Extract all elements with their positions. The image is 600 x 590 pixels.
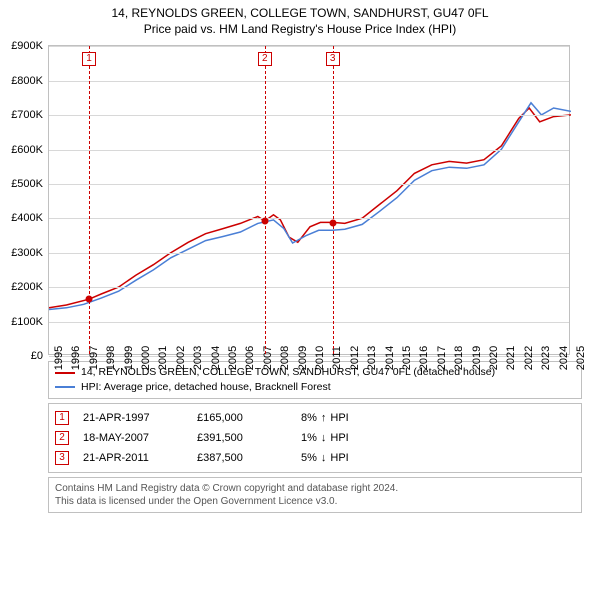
- marker-badge-2: 2: [258, 52, 272, 66]
- footer-line-2: This data is licensed under the Open Gov…: [55, 495, 575, 508]
- marker-badge-3: 3: [326, 52, 340, 66]
- y-tick-label: £100K: [11, 316, 43, 328]
- event-badge: 2: [55, 431, 69, 445]
- footer-box: Contains HM Land Registry data © Crown c…: [48, 477, 582, 513]
- y-tick-label: £0: [31, 350, 43, 362]
- event-date: 21-APR-2011: [83, 452, 183, 464]
- event-pct: 1%: [301, 432, 317, 444]
- event-badge: 3: [55, 451, 69, 465]
- event-row: 3 21-APR-2011 £387,500 5% ↓HPI: [55, 448, 575, 468]
- x-tick-label: 2006: [244, 346, 256, 370]
- y-gridline: [49, 322, 569, 323]
- x-tick-label: 2023: [540, 346, 552, 370]
- x-tick-label: 2010: [314, 346, 326, 370]
- arrow-down-icon: ↓: [321, 452, 327, 464]
- event-price: £391,500: [197, 432, 287, 444]
- event-price: £165,000: [197, 412, 287, 424]
- legend-row-2: HPI: Average price, detached house, Brac…: [55, 380, 575, 395]
- x-tick-label: 2014: [384, 346, 396, 370]
- event-note: HPI: [330, 452, 348, 464]
- y-tick-label: £500K: [11, 178, 43, 190]
- chart-wrap: £0£100K£200K£300K£400K£500K£600K£700K£80…: [48, 45, 600, 355]
- x-tick-label: 1995: [53, 346, 65, 370]
- series-line-hpi: [49, 103, 571, 310]
- y-tick-label: £200K: [11, 281, 43, 293]
- event-change: 1% ↓HPI: [301, 432, 349, 444]
- event-pct: 8%: [301, 412, 317, 424]
- y-gridline: [49, 218, 569, 219]
- y-tick-label: £400K: [11, 212, 43, 224]
- event-change: 5% ↓HPI: [301, 452, 349, 464]
- x-tick-label: 2002: [175, 346, 187, 370]
- x-tick-label: 2001: [157, 346, 169, 370]
- y-gridline: [49, 253, 569, 254]
- x-tick-label: 2024: [558, 346, 570, 370]
- x-tick-label: 2019: [471, 346, 483, 370]
- x-tick-label: 2017: [436, 346, 448, 370]
- arrow-up-icon: ↑: [321, 412, 327, 424]
- event-note: HPI: [330, 432, 348, 444]
- x-tick-label: 2020: [488, 346, 500, 370]
- x-tick-label: 2009: [297, 346, 309, 370]
- x-tick-label: 2018: [453, 346, 465, 370]
- x-tick-label: 2015: [401, 346, 413, 370]
- footer-line-1: Contains HM Land Registry data © Crown c…: [55, 482, 575, 495]
- arrow-down-icon: ↓: [321, 432, 327, 444]
- y-gridline: [49, 46, 569, 47]
- y-tick-label: £600K: [11, 144, 43, 156]
- x-tick-label: 2022: [523, 346, 535, 370]
- x-tick-label: 2008: [279, 346, 291, 370]
- x-tick-label: 1998: [105, 346, 117, 370]
- y-tick-label: £300K: [11, 247, 43, 259]
- chart-title-area: 14, REYNOLDS GREEN, COLLEGE TOWN, SANDHU…: [0, 0, 600, 37]
- x-tick-label: 2021: [505, 346, 517, 370]
- y-tick-label: £700K: [11, 109, 43, 121]
- marker-line-2: [265, 46, 266, 354]
- y-gridline: [49, 81, 569, 82]
- events-box: 121-APR-1997£165,0008%↑HPI218-MAY-2007£3…: [48, 403, 582, 473]
- event-date: 18-MAY-2007: [83, 432, 183, 444]
- x-tick-label: 2025: [575, 346, 587, 370]
- x-tick-label: 1996: [70, 346, 82, 370]
- marker-badge-1: 1: [82, 52, 96, 66]
- chart-title-line-2: Price paid vs. HM Land Registry's House …: [0, 22, 600, 38]
- y-gridline: [49, 115, 569, 116]
- x-tick-label: 2013: [366, 346, 378, 370]
- series-line-price_paid: [49, 108, 571, 308]
- x-tick-label: 2003: [192, 346, 204, 370]
- x-tick-label: 2000: [140, 346, 152, 370]
- event-note: HPI: [330, 412, 348, 424]
- y-gridline: [49, 287, 569, 288]
- plot-area: £0£100K£200K£300K£400K£500K£600K£700K£80…: [48, 45, 570, 355]
- x-tick-label: 1999: [123, 346, 135, 370]
- y-tick-label: £900K: [11, 40, 43, 52]
- x-tick-label: 2012: [349, 346, 361, 370]
- x-tick-label: 2007: [262, 346, 274, 370]
- chart-lines-svg: [49, 46, 571, 356]
- event-price: £387,500: [197, 452, 287, 464]
- event-date: 21-APR-1997: [83, 412, 183, 424]
- event-pct: 5%: [301, 452, 317, 464]
- marker-line-1: [89, 46, 90, 354]
- marker-dot-1: [86, 296, 93, 303]
- legend-swatch-2: [55, 386, 75, 388]
- legend-label-2: HPI: Average price, detached house, Brac…: [81, 380, 331, 395]
- event-change: 8% ↑HPI: [301, 412, 349, 424]
- marker-dot-3: [329, 219, 336, 226]
- x-tick-label: 2005: [227, 346, 239, 370]
- event-row: 2 18-MAY-2007 £391,500 1% ↓HPI: [55, 428, 575, 448]
- y-gridline: [49, 184, 569, 185]
- x-tick-label: 2016: [418, 346, 430, 370]
- y-gridline: [49, 150, 569, 151]
- y-tick-label: £800K: [11, 75, 43, 87]
- x-tick-label: 2004: [210, 346, 222, 370]
- marker-dot-2: [261, 218, 268, 225]
- chart-title-line-1: 14, REYNOLDS GREEN, COLLEGE TOWN, SANDHU…: [0, 6, 600, 22]
- event-row: 1 21-APR-1997 £165,000 8% ↑HPI: [55, 408, 575, 428]
- marker-line-3: [333, 46, 334, 354]
- event-badge: 1: [55, 411, 69, 425]
- legend-swatch-1: [55, 372, 75, 374]
